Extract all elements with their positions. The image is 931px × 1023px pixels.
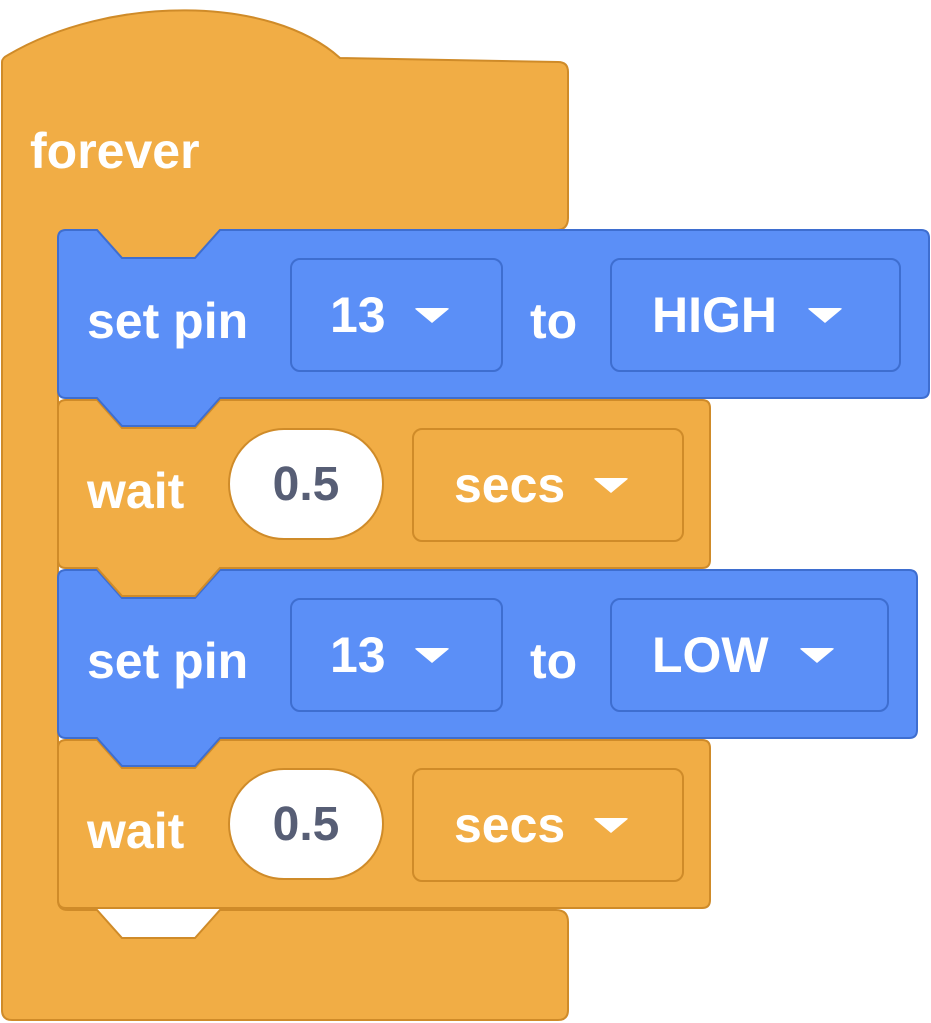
caret-down-icon xyxy=(593,477,630,493)
wait-label: wait xyxy=(87,463,185,519)
caret-down-icon xyxy=(807,307,843,323)
unit-dropdown[interactable]: secs xyxy=(412,428,684,542)
caret-down-icon xyxy=(413,307,450,323)
forever-label: forever xyxy=(30,123,200,179)
set-pin-label: set pin xyxy=(87,293,249,349)
set-pin-label: set pin xyxy=(87,633,249,689)
duration-input[interactable]: 0.5 xyxy=(228,768,384,880)
unit-dropdown[interactable]: secs xyxy=(412,768,684,882)
caret-down-icon xyxy=(413,647,450,663)
to-label: to xyxy=(530,293,578,349)
pin-dropdown[interactable]: 13 xyxy=(290,258,503,372)
state-dropdown[interactable]: HIGH xyxy=(610,258,901,372)
wait-label: wait xyxy=(87,803,185,859)
state-value: HIGH xyxy=(652,287,777,343)
caret-down-icon xyxy=(593,817,630,833)
unit-value: secs xyxy=(454,797,566,853)
caret-down-icon xyxy=(798,647,835,663)
state-value: LOW xyxy=(652,627,769,683)
pin-dropdown[interactable]: 13 xyxy=(290,598,503,712)
duration-input[interactable]: 0.5 xyxy=(228,428,384,540)
to-label: to xyxy=(530,633,578,689)
unit-value: secs xyxy=(454,457,566,513)
pin-value: 13 xyxy=(330,627,386,683)
state-dropdown[interactable]: LOW xyxy=(610,598,889,712)
pin-value: 13 xyxy=(330,287,386,343)
